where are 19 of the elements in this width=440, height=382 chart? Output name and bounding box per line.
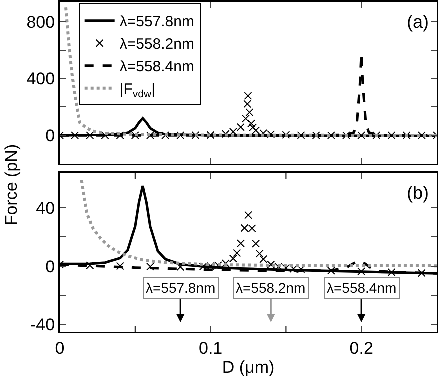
y-tick-label: 800 xyxy=(26,12,56,32)
y-axis-title: Force (pN) xyxy=(2,144,22,226)
x-tick-label: 0.1 xyxy=(198,338,223,358)
x-axis-title: D (μm) xyxy=(222,358,275,378)
y-tick-label: 400 xyxy=(26,70,56,89)
legend-label: λ=557.8nm xyxy=(120,14,194,31)
annotation: λ=557.8nm xyxy=(146,280,216,296)
y-tick-label: 40 xyxy=(36,198,56,218)
y-tick-label: 0 xyxy=(46,126,56,146)
legend-label: λ=558.4nm xyxy=(120,58,194,76)
x-tick-label: 0.2 xyxy=(350,338,374,358)
y-tick-label: 0 xyxy=(46,257,56,276)
y-tick-label: -40 xyxy=(30,316,56,335)
annotation: λ=558.4nm xyxy=(327,280,397,296)
legend-label: |F$_{vdw}$| xyxy=(120,81,156,100)
annotation: (b) xyxy=(407,183,429,203)
legend-label: λ=558.2nm xyxy=(120,36,194,54)
annotation: (a) xyxy=(407,12,429,32)
annotation: λ=558.2nm xyxy=(236,280,306,296)
